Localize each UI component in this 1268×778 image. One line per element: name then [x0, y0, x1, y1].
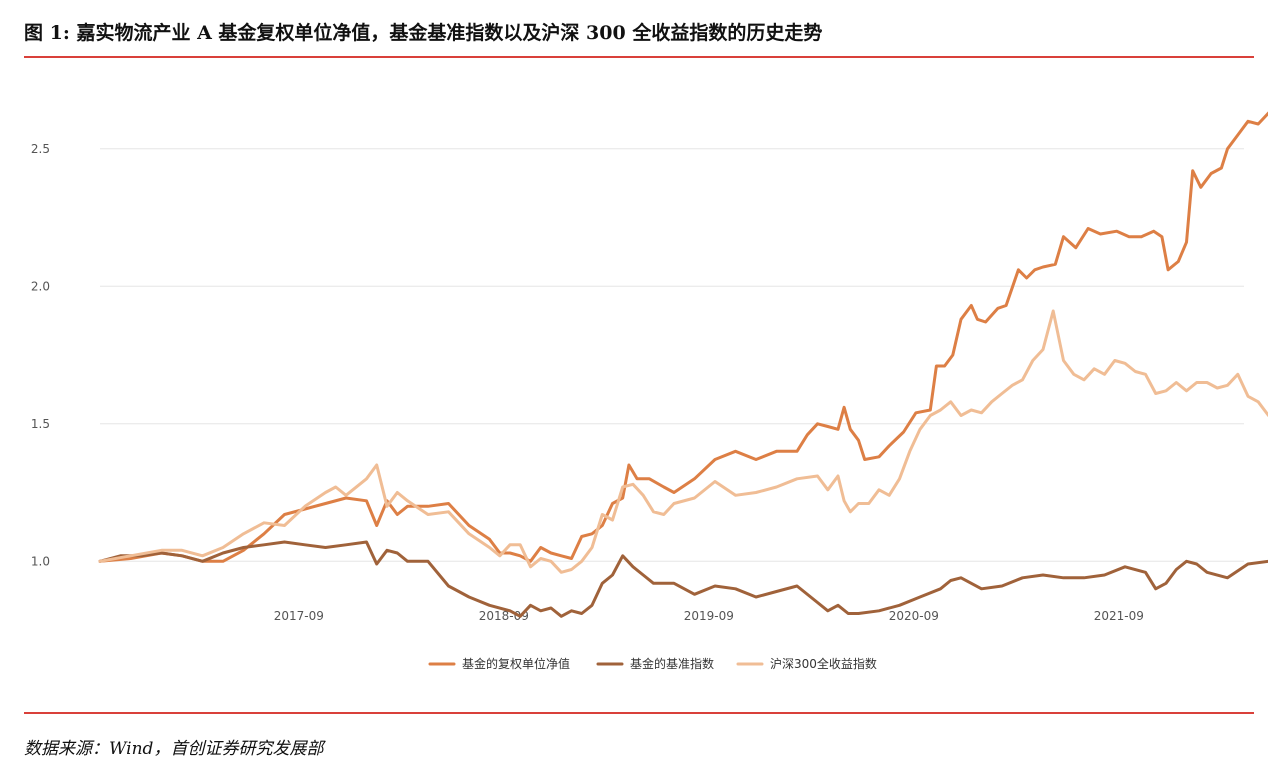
line-chart: 1.0 1.5 2.0 2.5 2017-09 2018-09 2019-09 2020-0… — [31, 111, 1268, 671]
data-source-note: 数据来源：Wind，首创证券研究发展部 — [24, 739, 324, 759]
y-tick-label: 2.5 — [31, 142, 50, 156]
chart-title: 图 1: 嘉实物流产业 A 基金复权单位净值，基金基准指数以及沪深 300 全收… — [24, 22, 823, 44]
y-tick-label: 1.5 — [31, 417, 50, 431]
x-tick-label: 2017-09 — [274, 609, 324, 623]
x-tick-label: 2019-09 — [684, 609, 734, 623]
legend-label: 基金的基准指数 — [630, 656, 714, 671]
legend-label: 基金的复权单位净值 — [462, 656, 570, 671]
y-axis-ticks: 1.0 1.5 2.0 2.5 — [31, 142, 50, 569]
grid-lines — [100, 148, 1244, 562]
series-line-3 — [98, 309, 1268, 574]
x-tick-label: 2021-09 — [1094, 609, 1144, 623]
x-axis-ticks: 2017-09 2018-09 2019-09 2020-09 2021-09 — [274, 609, 1144, 623]
series-line-2 — [98, 540, 1268, 618]
legend-label: 沪深300全收益指数 — [770, 656, 877, 671]
legend: 基金的复权单位净值 基金的基准指数 沪深300全收益指数 — [428, 656, 877, 671]
series-lines — [98, 111, 1268, 618]
bottom-divider — [24, 712, 1254, 714]
y-tick-label: 2.0 — [31, 279, 50, 293]
x-tick-label: 2020-09 — [889, 609, 939, 623]
top-divider — [24, 56, 1254, 58]
series-line-1 — [98, 111, 1268, 563]
x-tick-label: 2018-09 — [479, 609, 529, 623]
y-tick-label: 1.0 — [31, 554, 50, 568]
